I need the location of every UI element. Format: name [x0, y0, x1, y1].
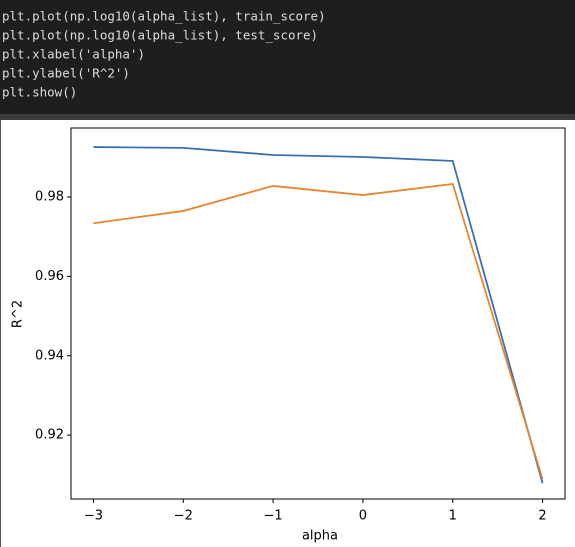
cell-separator: [0, 114, 575, 120]
series-line: [93, 146, 544, 484]
code-line: plt.ylabel('R^2'): [2, 66, 130, 81]
plot-frame: [70, 127, 566, 500]
code-line: plt.plot(np.log10(alpha_list), test_scor…: [2, 28, 318, 43]
code-line: plt.plot(np.log10(alpha_list), train_sco…: [2, 9, 326, 24]
code-line: plt.xlabel('alpha'): [2, 47, 145, 62]
y-axis-label: R^2: [11, 300, 26, 328]
x-tick-label: −2: [174, 509, 193, 524]
x-tick-label: 1: [449, 509, 457, 524]
series-line: [93, 182, 544, 480]
code-cell: [0, 0, 575, 114]
x-tick-label: 0: [359, 509, 367, 524]
code-line: plt.show(): [2, 85, 77, 100]
x-tick-label: −3: [84, 509, 103, 524]
x-tick-label: 2: [538, 509, 546, 524]
y-tick-label: 0.94: [35, 348, 64, 363]
x-axis-label: alpha: [302, 529, 338, 544]
x-tick-label: −1: [264, 509, 283, 524]
y-tick-label: 0.96: [35, 269, 64, 284]
y-tick-label: 0.92: [35, 428, 64, 443]
y-tick-label: 0.98: [35, 190, 64, 205]
